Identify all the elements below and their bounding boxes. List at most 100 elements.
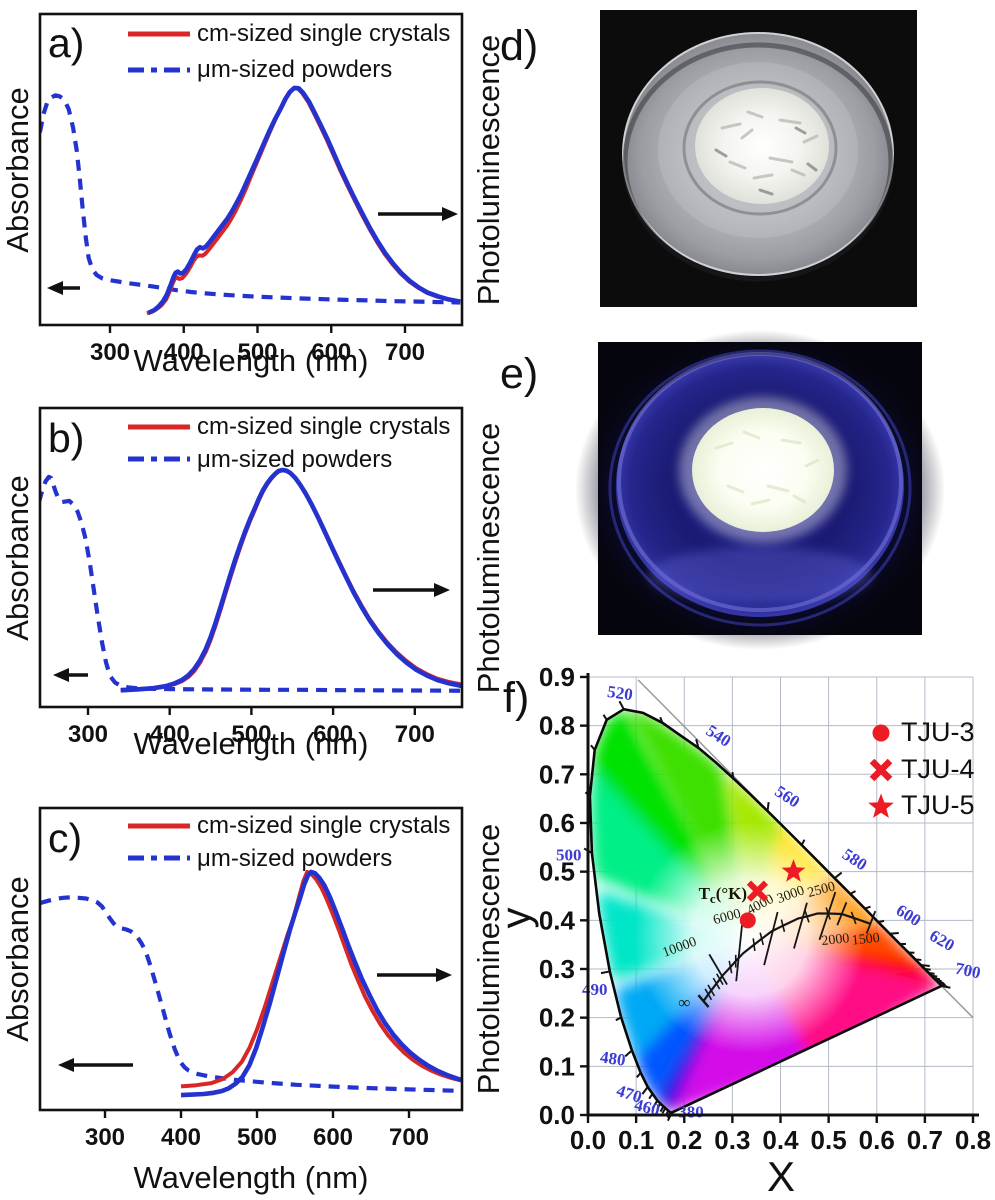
cie-data-points xyxy=(739,859,806,929)
axis-title-wavelength-a: Wavelength (nm) xyxy=(133,343,369,378)
temperature-label-1500: 1500 xyxy=(851,931,880,949)
legend-tju-4-marker xyxy=(869,758,893,782)
cie-y-tick-0.3: 0.3 xyxy=(539,954,575,984)
wavelength-label-490: 490 xyxy=(582,980,608,999)
panel-a-curve-2 xyxy=(147,85,461,315)
legend-a-powders-label: μm-sized powders xyxy=(197,56,393,83)
cie-axes: 0.0 0.1 0.2 0.3 0.4 0.5 0.6 0.7 0.8 0.0 0.1 0.2 0.3 0… xyxy=(539,662,991,1155)
panel-b-x-tick-500: 500 xyxy=(231,721,271,748)
panel-a-x-tick-300: 300 xyxy=(90,339,130,366)
legend-b-powders-label: μm-sized powders xyxy=(197,446,393,473)
panel-b-curve-0 xyxy=(41,474,461,693)
panel-c-curve-0 xyxy=(41,895,461,1093)
cie-y-tick-0.8: 0.8 xyxy=(539,711,575,741)
panel-b-x-tick-400: 400 xyxy=(150,721,190,748)
panel-c-curve-2 xyxy=(180,869,461,1098)
legend-tju-3-marker xyxy=(872,724,890,742)
legend-a-crystals-label: cm-sized single crystals xyxy=(197,20,451,47)
wavelength-label-600: 600 xyxy=(893,901,925,931)
panel-letter-e: e) xyxy=(500,350,539,398)
axis-title-absorbance-c: Absorbance xyxy=(0,876,35,1042)
panel-b-x-tick-700: 700 xyxy=(395,721,435,748)
cie-y-tick-0.0: 0.0 xyxy=(539,1100,575,1130)
panel-letter-b: b) xyxy=(48,415,85,461)
tju-5-marker xyxy=(781,859,806,882)
axis-title-cie-y: y xyxy=(492,907,539,929)
legend-f-tju3-label: TJU-3 xyxy=(901,717,975,747)
panel-b-x-tick-300: 300 xyxy=(68,721,108,748)
temperature-label-infinity: ∞ xyxy=(678,993,690,1012)
tc-kelvin-label: Tc(°K) xyxy=(699,884,747,906)
axis-title-photoluminescence-b: Photoluminescence xyxy=(471,422,506,694)
cie-y-tick-0.7: 0.7 xyxy=(539,759,575,789)
legend-c-powders-label: μm-sized powders xyxy=(197,845,393,872)
panel-b-x-tick-600: 600 xyxy=(313,721,353,748)
wavelength-label-380: 380 xyxy=(678,1103,704,1122)
photo-daylight xyxy=(600,10,917,307)
wavelength-label-700: 700 xyxy=(953,959,982,983)
wavelength-label-580: 580 xyxy=(839,844,871,874)
cie-y-tick-0.2: 0.2 xyxy=(539,1003,575,1033)
axis-title-photoluminescence-a: Photoluminescence xyxy=(471,34,506,306)
tju-4-marker xyxy=(746,880,769,902)
axis-title-absorbance-a: Absorbance xyxy=(0,87,35,253)
legend-f-tju5-label: TJU-5 xyxy=(901,790,975,820)
axis-title-wavelength-b: Wavelength (nm) xyxy=(133,726,369,761)
panel-c-x-tick-700: 700 xyxy=(389,1124,429,1151)
cie-x-tick-0.5: 0.5 xyxy=(811,1125,847,1155)
cie-y-tick-0.1: 0.1 xyxy=(539,1051,575,1081)
panel-c-curve-1 xyxy=(180,870,461,1089)
wavelength-label-480: 480 xyxy=(599,1047,627,1069)
panel-letter-a: a) xyxy=(48,20,85,66)
cie-x-tick-0.8: 0.8 xyxy=(955,1125,991,1155)
panel-c-x-tick-500: 500 xyxy=(237,1124,277,1151)
wavelength-label-500: 500 xyxy=(556,846,582,865)
spectra-panel-a: 300 400 500 600 700 xyxy=(38,12,464,366)
cie-x-tick-0.0: 0.0 xyxy=(570,1125,606,1155)
axis-title-cie-x: X xyxy=(766,1153,795,1200)
wavelength-label-620: 620 xyxy=(926,926,958,955)
temperature-label-6000: 6000 xyxy=(712,907,743,929)
panel-c-x-tick-600: 600 xyxy=(313,1124,353,1151)
photo-uv xyxy=(575,330,945,650)
cie-x-tick-0.2: 0.2 xyxy=(666,1125,702,1155)
cie-y-tick-0.4: 0.4 xyxy=(539,905,576,935)
cie-legend xyxy=(868,724,894,818)
panel-b-curve-2 xyxy=(120,467,461,693)
cie-x-tick-0.1: 0.1 xyxy=(618,1125,654,1155)
legend-c-crystals-label: cm-sized single crystals xyxy=(197,812,451,839)
cie-gamut-fill xyxy=(590,709,942,1113)
cie-x-tick-0.4: 0.4 xyxy=(762,1125,799,1155)
axis-title-absorbance-b: Absorbance xyxy=(0,475,35,641)
axis-title-photoluminescence-c: Photoluminescence xyxy=(471,823,506,1095)
cie-x-tick-0.3: 0.3 xyxy=(714,1125,750,1155)
spectra-panel-c: 300 400 500 600 700 xyxy=(38,806,464,1151)
panel-a-x-tick-600: 600 xyxy=(311,339,351,366)
panel-letter-d: d) xyxy=(500,22,539,70)
axis-title-wavelength-c: Wavelength (nm) xyxy=(133,1160,369,1195)
panel-a-x-tick-400: 400 xyxy=(164,339,204,366)
wavelength-label-520: 520 xyxy=(606,682,634,704)
panel-c-x-tick-400: 400 xyxy=(161,1124,201,1151)
cie-y-tick-0.6: 0.6 xyxy=(539,808,575,838)
panel-a-x-tick-700: 700 xyxy=(385,339,425,366)
panel-a-curve-0 xyxy=(41,93,461,305)
cie-x-tick-0.6: 0.6 xyxy=(859,1125,895,1155)
temperature-label-2000: 2000 xyxy=(821,931,850,949)
legend-tju-5-marker xyxy=(868,793,894,818)
tju-3-marker xyxy=(739,912,756,929)
cie-y-tick-0.5: 0.5 xyxy=(539,857,575,887)
wavelength-label-560: 560 xyxy=(771,782,803,812)
legend-b-crystals-label: cm-sized single crystals xyxy=(197,413,451,440)
legend-f-tju4-label: TJU-4 xyxy=(901,754,975,784)
panel-c-x-tick-300: 300 xyxy=(85,1124,125,1151)
spectra-panel-b: 300 400 500 600 700 xyxy=(38,406,464,748)
panel-a-x-tick-500: 500 xyxy=(237,339,277,366)
cie-x-tick-0.7: 0.7 xyxy=(907,1125,943,1155)
panel-letter-c: c) xyxy=(48,815,83,861)
cie-y-tick-0.9: 0.9 xyxy=(539,662,575,692)
panel-letter-f: f) xyxy=(503,674,530,722)
temperature-label-2500: 2500 xyxy=(806,879,837,901)
